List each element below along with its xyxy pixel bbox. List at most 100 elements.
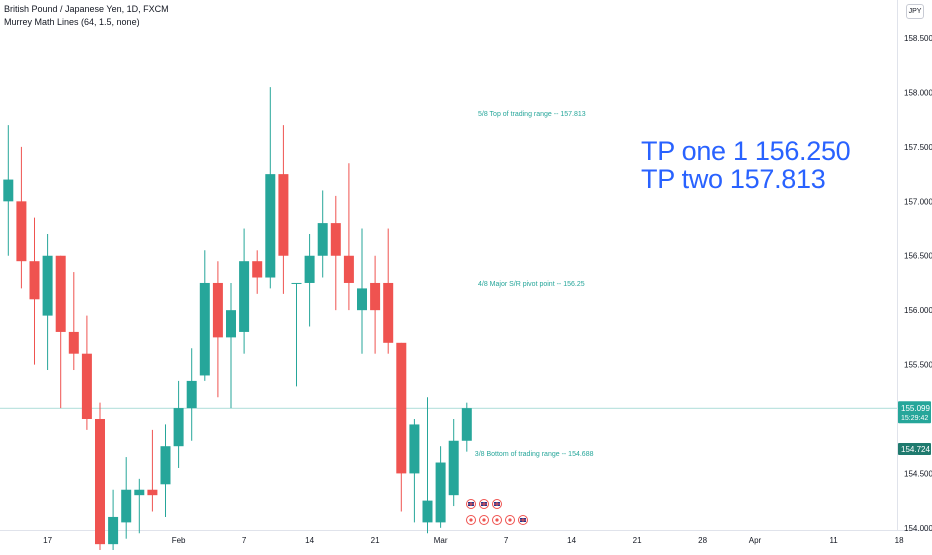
- candle: [42, 233, 53, 371]
- candle-body: [383, 282, 394, 343]
- event-dot-icon: [505, 515, 515, 525]
- y-tick-label: 156.500: [904, 252, 932, 261]
- y-tick-label: 154.500: [904, 469, 932, 478]
- x-tick-label: 7: [504, 536, 509, 545]
- candle-body: [186, 380, 197, 409]
- candle: [199, 250, 210, 381]
- price-marker-box: [898, 443, 931, 456]
- candle-body: [226, 310, 236, 338]
- y-tick-label: 157.000: [904, 197, 932, 206]
- event-markers: [466, 499, 528, 525]
- candle-body: [3, 179, 14, 202]
- candle: [383, 228, 394, 354]
- candle-body: [95, 418, 105, 545]
- murrey-line-label: 3/8 Bottom of trading range -- 154.688: [475, 451, 594, 458]
- dot-core: [469, 518, 473, 522]
- candle: [435, 446, 446, 528]
- candle: [278, 125, 289, 294]
- candle-body: [330, 223, 341, 256]
- y-tick-label: 158.500: [904, 34, 932, 43]
- dot-core: [508, 518, 512, 522]
- candle: [409, 418, 420, 523]
- candle: [134, 478, 145, 534]
- candle: [304, 233, 315, 327]
- candle-body: [16, 201, 27, 262]
- tp-annotation-line2[interactable]: TP two 157.813: [641, 164, 826, 194]
- candle-body: [304, 255, 315, 283]
- candle-body: [81, 353, 92, 419]
- candle-body: [68, 331, 79, 354]
- candle-body: [173, 408, 184, 447]
- candle-body: [448, 440, 459, 496]
- candle: [121, 457, 132, 539]
- price-labels: 155.099 15:29:42 154.724: [898, 401, 931, 456]
- x-tick-label: 7: [242, 536, 247, 545]
- candle: [108, 489, 119, 555]
- candles: [3, 87, 472, 555]
- uk-flag-icon: [466, 499, 476, 509]
- y-tick-label: 158.000: [904, 89, 932, 98]
- x-tick-label: Feb: [172, 536, 186, 545]
- candle-body: [278, 174, 289, 256]
- dot-core: [495, 518, 499, 522]
- candle-body: [147, 489, 158, 496]
- tp-annotation-line1[interactable]: TP one 1 156.250: [641, 136, 851, 166]
- event-dot-icon: [479, 515, 489, 525]
- candle-body: [265, 174, 276, 278]
- uk-flag-icon: [492, 499, 502, 509]
- current-price-label: 155.099 15:29:42: [898, 401, 931, 424]
- candle: [461, 402, 472, 452]
- uk-flag-icon: [518, 515, 528, 525]
- candle: [16, 146, 27, 289]
- current-price-countdown: 15:29:42: [901, 415, 928, 422]
- candle: [68, 272, 79, 371]
- candle-body: [134, 489, 145, 496]
- candle: [343, 163, 354, 311]
- candle-body: [461, 408, 472, 441]
- candle: [330, 195, 341, 311]
- candle-body: [357, 288, 367, 311]
- candle: [226, 282, 236, 409]
- event-dot-icon: [492, 515, 502, 525]
- candle: [95, 402, 105, 555]
- candle: [370, 255, 381, 354]
- murrey-line-label: 4/8 Major S/R pivot point -- 156.25: [478, 281, 585, 288]
- candle: [29, 217, 40, 365]
- x-tick-label: 21: [633, 536, 642, 545]
- candle-body: [121, 489, 132, 523]
- candle-body: [29, 261, 40, 300]
- candle-body: [55, 255, 66, 332]
- candle-body: [435, 462, 446, 523]
- candle-body: [252, 261, 263, 278]
- x-tick-label: 18: [895, 536, 904, 545]
- candle-body: [317, 223, 328, 256]
- current-price-value: 155.099: [901, 404, 930, 413]
- x-tick-label: 14: [305, 536, 314, 545]
- candle-body: [291, 282, 302, 284]
- candle-body: [199, 282, 210, 376]
- candle-body: [370, 282, 381, 311]
- x-tick-label: 11: [829, 536, 838, 545]
- murrey-lines: 5/8 Top of trading range -- 157.813 4/8 M…: [0, 111, 897, 458]
- candle-body: [396, 342, 407, 474]
- x-tick-label: 17: [43, 536, 52, 545]
- candle: [3, 125, 14, 256]
- candle: [448, 418, 459, 507]
- uk-flag-icon: [479, 499, 489, 509]
- candle: [186, 348, 197, 441]
- price-marker-value: 154.724: [901, 445, 930, 454]
- event-dot-icon: [466, 515, 476, 525]
- candle: [252, 250, 263, 294]
- candle: [265, 87, 276, 289]
- candle-body: [212, 282, 223, 338]
- current-price-box: [898, 401, 931, 424]
- candle: [173, 380, 184, 468]
- x-tick-label: 21: [371, 536, 380, 545]
- candle-body: [239, 261, 250, 332]
- currency-button[interactable]: JPY: [906, 4, 924, 19]
- murrey-line-label: 5/8 Top of trading range -- 157.813: [478, 111, 586, 118]
- y-tick-label: 155.500: [904, 361, 932, 370]
- indicator-label[interactable]: Murrey Math Lines (64, 1.5, none): [4, 17, 140, 27]
